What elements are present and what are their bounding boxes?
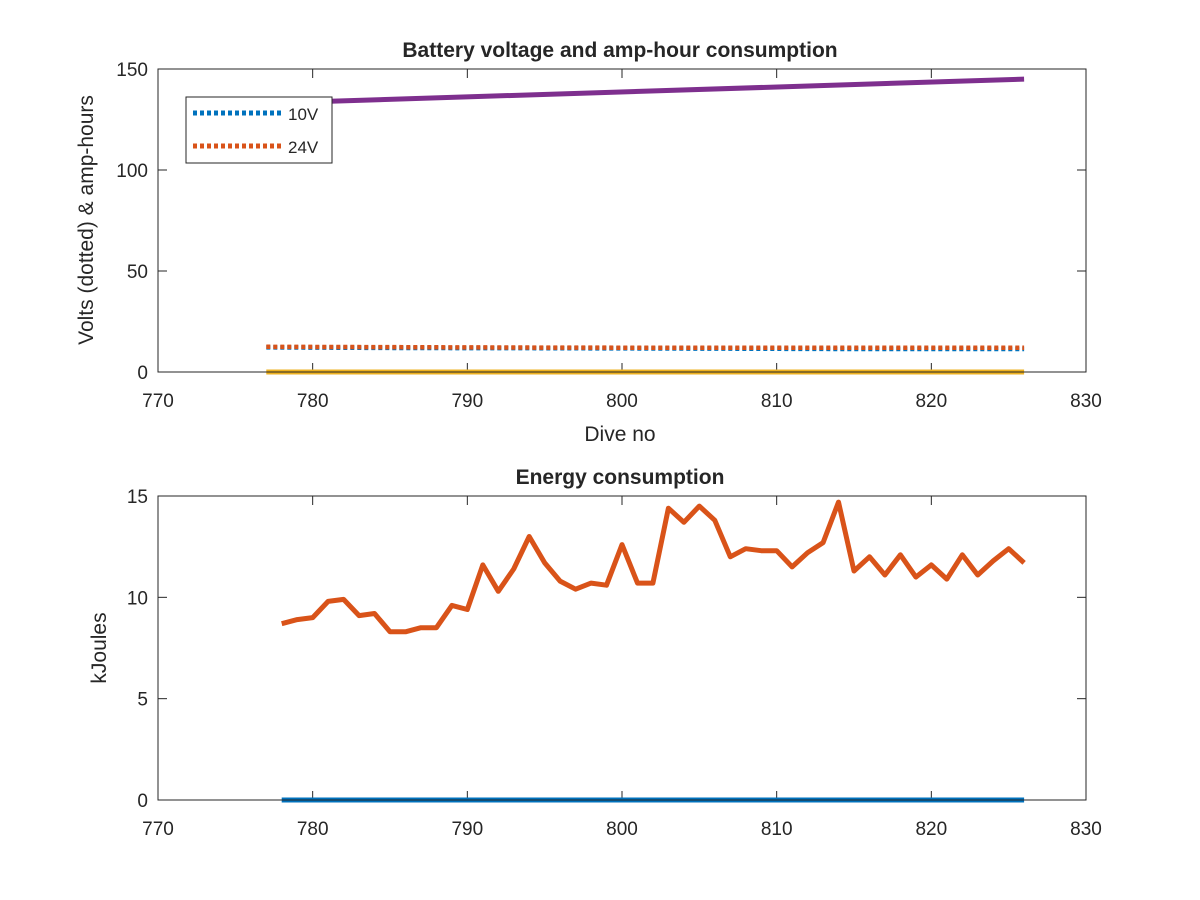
x-axis-label: Dive no xyxy=(584,423,655,446)
y-axis-label: kJoules xyxy=(88,612,111,683)
x-tick-label: 790 xyxy=(451,819,483,840)
legend-label-10v: 10V xyxy=(288,105,319,124)
axes-frame xyxy=(157,495,1087,801)
chart-energy-consumption: Energy consumption kJoules 770 780 790 800 8… xyxy=(88,466,1102,840)
y-tick-label: 5 xyxy=(137,690,148,711)
series-line-series-4 xyxy=(266,76,1025,106)
x-tick-label: 790 xyxy=(451,391,483,412)
chart-battery-voltage: Battery voltage and amp-hour consumption… xyxy=(75,39,1102,446)
series-line-series-1 xyxy=(281,499,1026,635)
y-tick-label: 150 xyxy=(116,60,148,81)
y-tick-label: 0 xyxy=(137,791,148,812)
x-tick-label: 800 xyxy=(606,391,638,412)
y-tick-label: 10 xyxy=(127,588,148,609)
chart-title: Energy consumption xyxy=(516,466,725,489)
x-tick-label: 810 xyxy=(761,819,793,840)
series-line-24v xyxy=(266,344,1025,351)
legend: 10V 24V xyxy=(185,96,333,164)
y-tick-label: 15 xyxy=(127,487,148,508)
x-tick-label: 830 xyxy=(1070,819,1102,840)
tick-labels: 770 780 790 800 810 820 830 0 5 10 15 xyxy=(127,487,1102,840)
x-tick-label: 830 xyxy=(1070,391,1102,412)
x-tick-label: 800 xyxy=(606,819,638,840)
y-tick-label: 100 xyxy=(116,161,148,182)
x-tick-label: 780 xyxy=(297,819,329,840)
legend-label-24v: 24V xyxy=(288,138,319,157)
x-tick-label: 820 xyxy=(915,391,947,412)
chart-title: Battery voltage and amp-hour consumption xyxy=(402,39,837,62)
y-tick-label: 50 xyxy=(127,262,148,283)
y-axis-label: Volts (dotted) & amp-hours xyxy=(75,95,98,345)
x-tick-label: 770 xyxy=(142,819,174,840)
x-tick-label: 780 xyxy=(297,391,329,412)
x-tick-label: 810 xyxy=(761,391,793,412)
x-tick-label: 770 xyxy=(142,391,174,412)
axes-frame xyxy=(157,68,1087,373)
x-tick-label: 820 xyxy=(915,819,947,840)
y-tick-label: 0 xyxy=(137,363,148,384)
tick-labels: 770 780 790 800 810 820 830 0 50 100 150 xyxy=(116,60,1102,412)
legend-box xyxy=(185,96,333,164)
